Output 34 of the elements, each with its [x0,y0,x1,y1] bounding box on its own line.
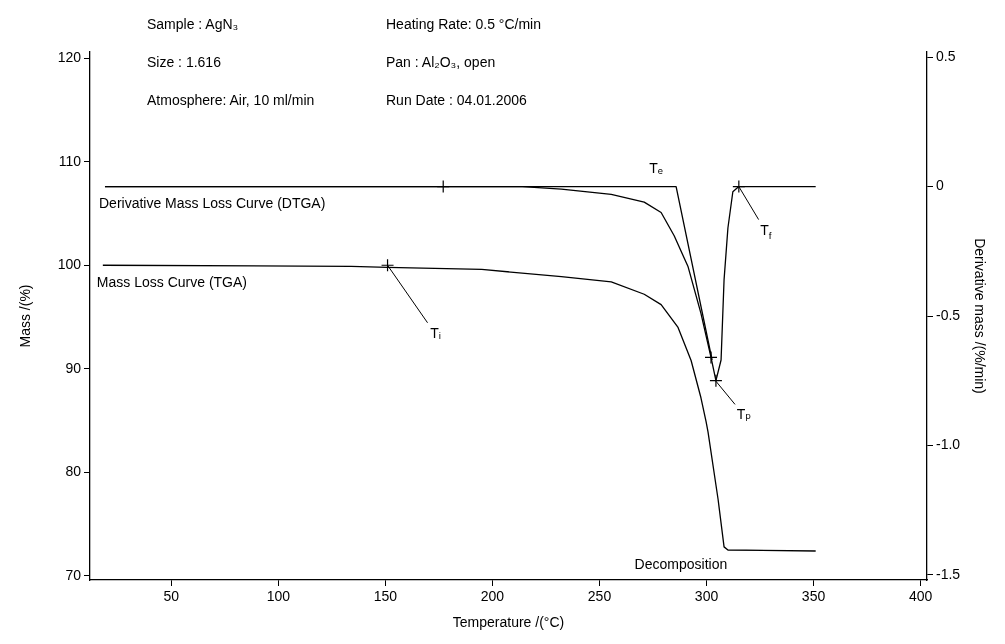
x-tick-label: 350 [801,588,826,605]
x-tick-label: 150 [373,588,398,605]
y2-tick-label: -1.5 [936,565,961,582]
y-tick-label: 100 [57,256,82,273]
x-tick-label: 100 [266,588,291,605]
x-tick-label: 400 [908,588,933,605]
x-axis-title: Temperature /(°C) [452,614,565,631]
series-label: Derivative Mass Loss Curve (DTGA) [98,195,326,212]
y-tick-label: 70 [65,566,82,583]
annotation: Pan : Al₂O₃, open [386,54,496,70]
text: Sample : AgN₃ [147,16,239,32]
y2-axis-title: Derivative mass /(%/min) [971,238,988,394]
annotation: Decomposition [634,555,728,572]
series-label: Mass Loss Curve (TGA) [96,274,247,291]
y-tick-label: 90 [65,359,82,376]
y2-tick-label: -1.0 [936,436,961,453]
annotation: Tₚ [736,406,752,423]
y2-tick-label: 0 [936,177,944,194]
x-tick-label: 300 [694,588,719,605]
annotation: Tₑ [649,160,663,177]
text: Heating Rate: 0.5 °C/min [386,16,542,32]
y-tick-label: 110 [58,152,82,169]
annotation: Size : 1.616 [147,54,221,70]
annotation: Run Date : 04.01.2006 [386,92,527,108]
annotation: Tᵢ [430,325,441,342]
y2-tick-label: -0.5 [936,306,961,323]
y2-tick-label: 0.5 [936,48,956,65]
y-axis-title: Mass /(%) [17,284,34,348]
x-tick-label: 200 [480,588,505,605]
y-tick-label: 120 [57,49,82,66]
y-tick-label: 80 [65,463,82,480]
x-tick-label: 50 [163,588,180,605]
x-tick-label: 250 [587,588,612,605]
annotation: Atmosphere: Air, 10 ml/min [147,92,315,108]
